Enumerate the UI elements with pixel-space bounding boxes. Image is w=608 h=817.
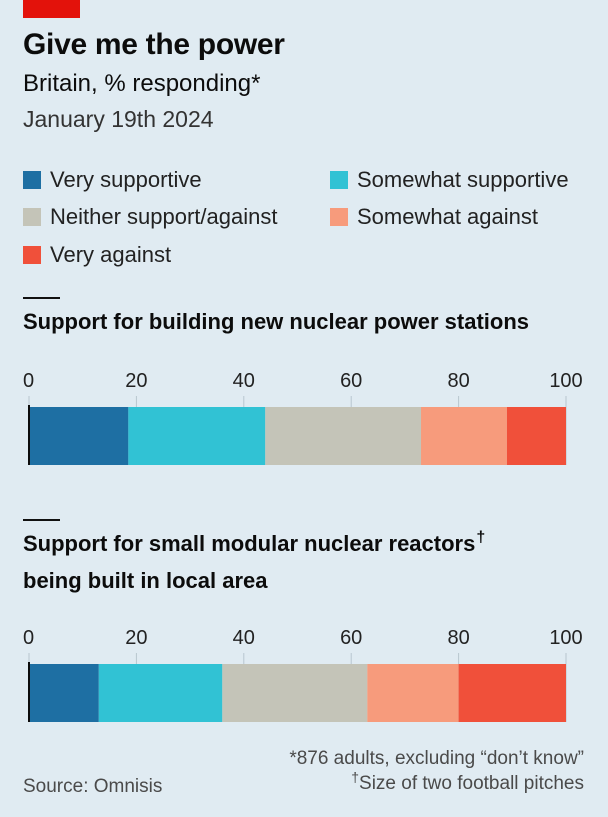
section-rule xyxy=(23,297,60,299)
tick-label: 0 xyxy=(23,627,34,649)
legend-swatch xyxy=(23,246,41,264)
section-title-new-stations: Support for building new nuclear power s… xyxy=(23,305,593,339)
legend-item-very-supportive: Very supportive xyxy=(23,167,202,193)
section-rule xyxy=(23,519,60,521)
bar-segment-very-supportive xyxy=(29,407,129,465)
footnote-sample: *876 adults, excluding “don’t know” xyxy=(289,748,584,769)
section-title-text-line2: being built in local area xyxy=(23,568,268,593)
chart-title: Give me the power xyxy=(23,28,285,61)
legend-label: Somewhat supportive xyxy=(357,167,569,192)
tick-label: 60 xyxy=(340,627,362,649)
legend-swatch xyxy=(330,208,348,226)
tick-label: 0 xyxy=(23,370,34,392)
bar-segment-very-against xyxy=(506,407,566,465)
bar-segment-somewhat-against xyxy=(367,664,459,722)
tick-label: 40 xyxy=(233,370,255,392)
tick-label: 100 xyxy=(549,627,582,649)
tick-label: 100 xyxy=(549,370,582,392)
tick-label: 60 xyxy=(340,370,362,392)
tick-label: 20 xyxy=(125,370,147,392)
footnote-dagger-text: Size of two football pitches xyxy=(359,773,584,794)
legend-label: Very against xyxy=(50,242,172,267)
bar-segment-neither-support-against xyxy=(222,664,368,722)
bar-segment-somewhat-against xyxy=(421,407,507,465)
section-title-text: Support for small modular nuclear reacto… xyxy=(23,531,476,556)
chart-subtitle: Britain, % responding* xyxy=(23,70,261,97)
tick-label: 80 xyxy=(447,370,469,392)
bar-segment-very-against xyxy=(458,664,566,722)
chart-date: January 19th 2024 xyxy=(23,106,214,132)
bar-segment-very-supportive xyxy=(29,664,99,722)
chart-new-stations: 0 20 40 60 80 100 xyxy=(23,370,583,465)
legend-swatch xyxy=(330,171,348,189)
section-title-text: Support for building new nuclear power s… xyxy=(23,309,530,334)
section-title-smr: Support for small modular nuclear reacto… xyxy=(23,527,593,598)
footnote-dagger: †Size of two football pitches xyxy=(351,769,584,795)
dagger-mark: † xyxy=(351,769,360,785)
legend-item-neither: Neither support/against xyxy=(23,204,277,230)
legend-label: Very supportive xyxy=(50,167,202,192)
legend-item-very-against: Very against xyxy=(23,242,171,268)
brand-tab xyxy=(23,0,80,18)
legend-item-somewhat-against: Somewhat against xyxy=(330,204,538,230)
tick-label: 20 xyxy=(125,627,147,649)
bar-segment-neither-support-against xyxy=(265,407,422,465)
chart-smr: 0 20 40 60 80 100 xyxy=(23,627,583,722)
legend-swatch xyxy=(23,171,41,189)
legend-label: Neither support/against xyxy=(50,204,278,229)
dagger-mark: † xyxy=(476,529,486,546)
source-note: Source: Omnisis xyxy=(23,776,163,797)
tick-label: 80 xyxy=(447,627,469,649)
bar-segment-somewhat-supportive xyxy=(128,407,266,465)
legend-label: Somewhat against xyxy=(357,204,538,229)
tick-label: 40 xyxy=(233,627,255,649)
bar-segment-somewhat-supportive xyxy=(98,664,223,722)
legend-item-somewhat-supportive: Somewhat supportive xyxy=(330,167,569,193)
legend-swatch xyxy=(23,208,41,226)
